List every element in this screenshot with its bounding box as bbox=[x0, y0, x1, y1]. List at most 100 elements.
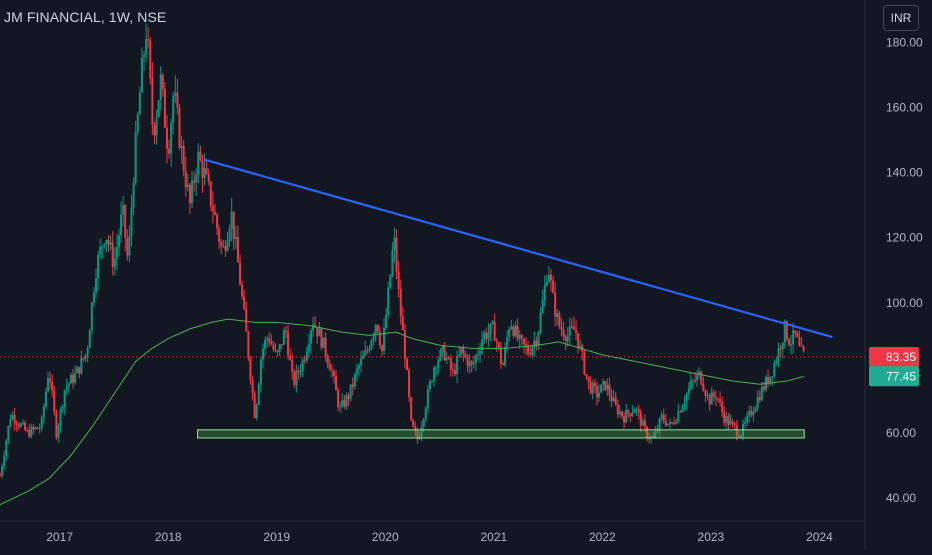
candle-body bbox=[120, 214, 123, 236]
candle-body bbox=[497, 342, 500, 348]
candle-body bbox=[88, 330, 91, 349]
moving-average-line bbox=[0, 318, 805, 506]
candle-body bbox=[337, 390, 340, 408]
candle-body bbox=[180, 145, 183, 148]
candle-body bbox=[245, 308, 248, 332]
candle-body bbox=[721, 401, 724, 412]
ma-value-label: 77.45 bbox=[886, 369, 916, 383]
candle-body bbox=[92, 292, 95, 303]
time-axis[interactable]: 2017 2018 2019 2020 2021 2022 2023 2024 bbox=[46, 530, 833, 544]
time-tick-label: 2018 bbox=[155, 530, 182, 544]
candle-body bbox=[397, 271, 400, 290]
price-badges: 83.35 77.45 bbox=[869, 347, 919, 387]
candle-body bbox=[322, 337, 325, 348]
candle-body bbox=[554, 292, 557, 317]
currency-button[interactable]: INR bbox=[883, 5, 919, 31]
candle-body bbox=[266, 338, 269, 341]
candle-body bbox=[750, 410, 753, 416]
candle-body bbox=[101, 246, 104, 248]
candle-body bbox=[78, 367, 81, 374]
candle-body bbox=[49, 378, 52, 382]
candle-body bbox=[103, 244, 106, 247]
candle-body bbox=[439, 349, 442, 361]
candle-body bbox=[351, 384, 354, 387]
candle-body bbox=[380, 345, 383, 352]
candle-body bbox=[602, 381, 605, 385]
candle-body bbox=[253, 392, 256, 418]
candle-body bbox=[558, 312, 561, 327]
candle-body bbox=[522, 338, 525, 345]
candle-body bbox=[654, 431, 657, 438]
ma-value-badge bbox=[869, 366, 919, 387]
candle-body bbox=[595, 386, 598, 398]
candle-body bbox=[737, 435, 740, 437]
candle-body bbox=[0, 475, 1, 477]
candle-body bbox=[637, 408, 640, 413]
price-axis[interactable]: 40.0060.0080.00100.00120.00140.00160.001… bbox=[886, 35, 923, 505]
candle-body bbox=[61, 406, 64, 409]
candle-body bbox=[3, 455, 6, 466]
candle-body bbox=[564, 336, 567, 342]
candle-body bbox=[134, 132, 137, 184]
candle-body bbox=[620, 411, 623, 417]
candle-body bbox=[731, 421, 734, 424]
candle-body bbox=[387, 287, 390, 315]
candle-body bbox=[428, 381, 431, 390]
candle-body bbox=[243, 296, 246, 309]
candle-body bbox=[115, 247, 118, 259]
candle-body bbox=[802, 346, 805, 352]
candle-body bbox=[226, 240, 229, 251]
candle-body bbox=[32, 426, 35, 430]
candle-body bbox=[470, 361, 473, 365]
candle-body bbox=[673, 422, 676, 424]
candle-body bbox=[151, 78, 154, 125]
candle-body bbox=[126, 237, 129, 256]
candle-body bbox=[456, 356, 459, 374]
candle-body bbox=[345, 395, 348, 407]
candle-body bbox=[447, 357, 450, 359]
candle-body bbox=[694, 380, 697, 382]
candle-body bbox=[264, 340, 267, 349]
candle-body bbox=[360, 358, 363, 366]
candle-body bbox=[769, 376, 772, 384]
candle-body bbox=[687, 388, 690, 394]
candle-body bbox=[527, 346, 530, 354]
resistance-trendline bbox=[203, 158, 833, 339]
candle-body bbox=[19, 423, 22, 427]
candle-body bbox=[771, 376, 774, 378]
candle-body bbox=[704, 390, 707, 396]
candle-body bbox=[616, 404, 619, 415]
candle-body bbox=[209, 181, 212, 206]
candle-body bbox=[570, 326, 573, 328]
candle-body bbox=[213, 211, 216, 215]
candle-body bbox=[562, 329, 565, 337]
candle-body bbox=[328, 363, 331, 371]
candle-body bbox=[800, 345, 803, 347]
symbol-title[interactable]: JM FINANCIAL, 1W, NSE bbox=[4, 9, 167, 25]
candle-body bbox=[34, 427, 37, 430]
candle-body bbox=[635, 408, 638, 410]
candle-body bbox=[383, 328, 386, 352]
candle-body bbox=[193, 180, 196, 183]
candle-body bbox=[90, 302, 93, 331]
candle-body bbox=[656, 430, 659, 432]
candle-body bbox=[502, 363, 505, 365]
candle-body bbox=[335, 376, 338, 391]
candle-body bbox=[408, 369, 411, 397]
candle-body bbox=[641, 420, 644, 426]
candle-body bbox=[566, 335, 569, 342]
candle-body bbox=[184, 171, 187, 188]
candle-body bbox=[332, 371, 335, 377]
candle-body bbox=[508, 328, 511, 338]
trendline-layer bbox=[203, 158, 833, 339]
candle-body bbox=[105, 239, 108, 245]
candle-body bbox=[326, 355, 329, 364]
candle-body bbox=[353, 374, 356, 387]
candle-body bbox=[15, 423, 18, 425]
candle-body bbox=[95, 278, 98, 293]
candle-body bbox=[385, 314, 388, 329]
candle-body bbox=[752, 411, 755, 416]
candle-body bbox=[443, 345, 446, 361]
